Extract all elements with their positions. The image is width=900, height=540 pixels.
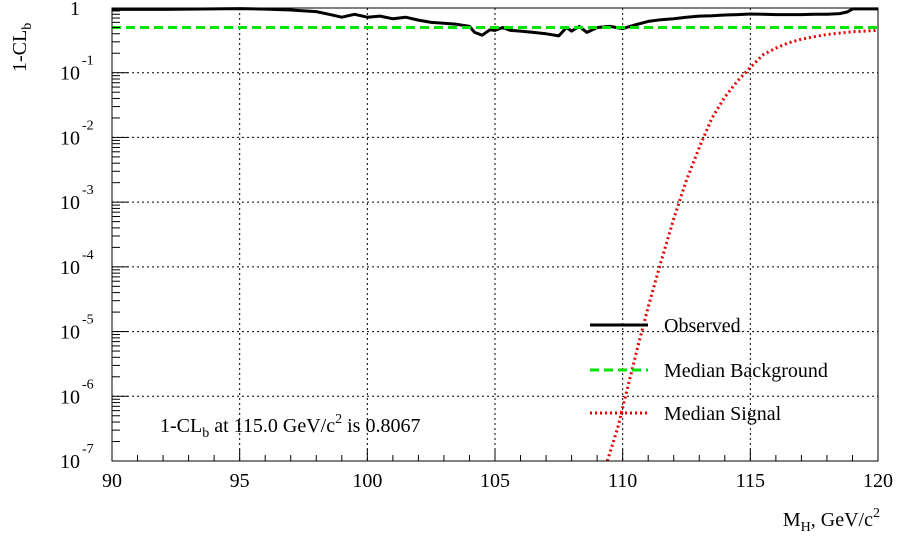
y-tick-label: 10 <box>60 127 80 149</box>
y-tick-exponent: -3 <box>82 183 94 198</box>
ticks <box>111 7 879 462</box>
series-line-median-signal <box>605 28 879 462</box>
y-tick-label: 10 <box>60 386 80 408</box>
y-tick-exponent: -6 <box>82 377 94 392</box>
x-tick-label: 120 <box>863 470 893 492</box>
series-line-observed <box>112 7 878 38</box>
y-tick-label: 10 <box>60 322 80 344</box>
y-tick-label: 10 <box>60 257 80 279</box>
y-tick-exponent: -2 <box>82 118 94 133</box>
grid <box>112 8 878 461</box>
legend: Observed Median Background Median Signal <box>590 315 828 425</box>
x-axis-title: MH, GeV/c2 <box>783 506 880 535</box>
legend-label-observed: Observed <box>664 315 741 337</box>
x-tick-label: 105 <box>480 470 510 492</box>
y-tick-label: 10 <box>60 192 80 214</box>
x-tick-label: 90 <box>102 470 122 492</box>
x-tick-label: 115 <box>736 470 765 492</box>
y-tick-exponent: -4 <box>82 248 94 263</box>
y-axis-title: 1-CLb <box>9 23 35 72</box>
annotation: 1-CLb at 115.0 GeV/c2 is 0.8067 <box>160 412 420 441</box>
y-tick-exponent: -5 <box>82 313 94 328</box>
y-tick-exponent: -1 <box>82 54 94 69</box>
tick-labels: 90 95 100 105 110 115 120110-110-210-310-410-5… <box>60 0 893 492</box>
y-tick-label: 1 <box>70 0 80 20</box>
series-layer <box>112 7 879 462</box>
y-tick-exponent: -7 <box>82 442 94 457</box>
x-tick-label: 95 <box>230 470 250 492</box>
x-tick-label: 100 <box>352 470 382 492</box>
y-tick-label: 10 <box>60 63 80 85</box>
y-tick-label: 10 <box>60 451 80 473</box>
legend-label-median-signal: Median Signal <box>664 403 782 425</box>
x-tick-label: 110 <box>608 470 637 492</box>
legend-label-median-background: Median Background <box>664 360 828 382</box>
